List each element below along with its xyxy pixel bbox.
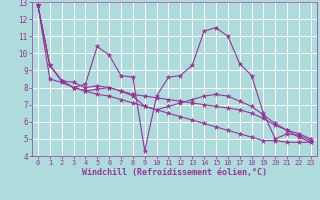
X-axis label: Windchill (Refroidissement éolien,°C): Windchill (Refroidissement éolien,°C) [82,168,267,177]
